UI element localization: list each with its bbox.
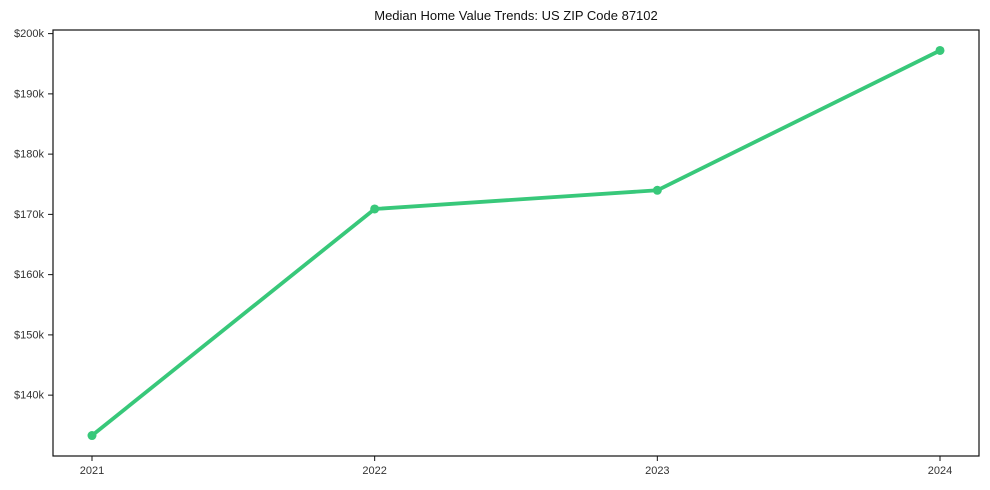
- y-tick-label: $150k: [14, 329, 44, 341]
- plot-border: [52, 29, 980, 457]
- data-point-2024: [935, 45, 945, 55]
- x-tick-label: 2022: [362, 465, 386, 477]
- y-tick-label: $190k: [14, 88, 44, 100]
- data-point-2023: [652, 185, 662, 195]
- trend-line: [90, 48, 942, 438]
- y-tick-label: $200k: [14, 28, 44, 40]
- data-point-2022: [370, 204, 380, 214]
- y-tick-label: $180k: [14, 149, 44, 161]
- y-tick-label: $160k: [14, 269, 44, 281]
- data-points: [87, 45, 945, 441]
- chart-title: Median Home Value Trends: US ZIP Code 87…: [374, 8, 658, 23]
- y-axis: $140k $150k $160k $170k $180k $190k $200k: [14, 28, 53, 402]
- x-tick-label: 2021: [80, 465, 104, 477]
- x-tick-label: 2024: [928, 465, 952, 477]
- data-point-2021: [87, 431, 97, 441]
- y-tick-label: $140k: [14, 390, 44, 402]
- series-group: [87, 45, 945, 441]
- x-tick-label: 2023: [645, 465, 669, 477]
- x-axis: 2021 2022 2023 2024: [80, 456, 952, 477]
- y-tick-label: $170k: [14, 209, 44, 221]
